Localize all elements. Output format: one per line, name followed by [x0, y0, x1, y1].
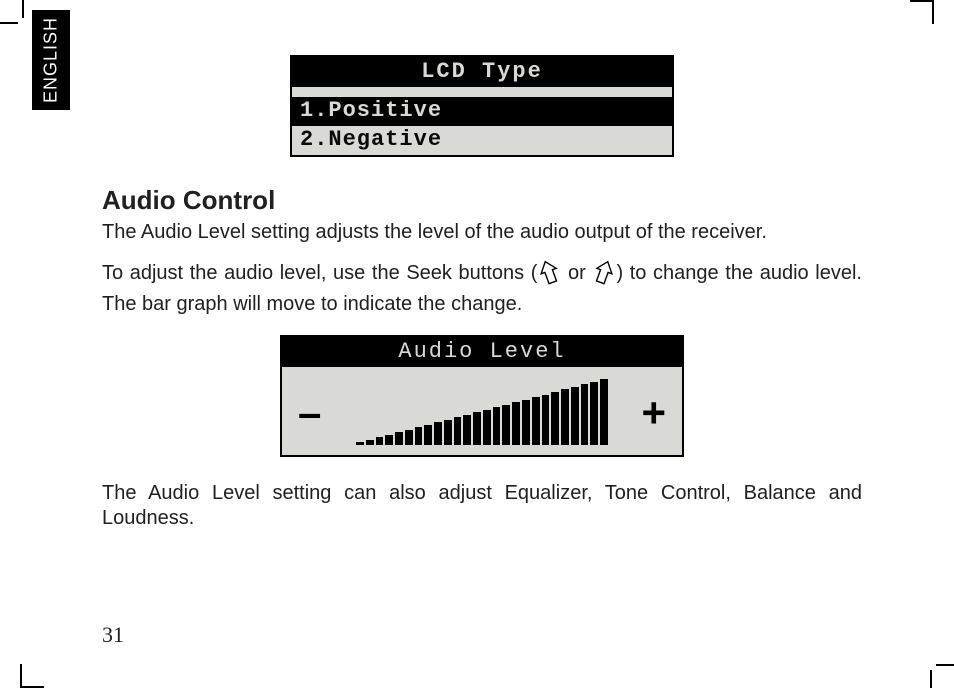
level-bars	[356, 377, 608, 445]
seek-left-icon	[539, 259, 559, 292]
section-heading: Audio Control	[102, 185, 862, 216]
minus-icon: –	[298, 389, 321, 437]
level-bar	[532, 397, 540, 445]
audio-level-screenshot: Audio Level – +	[280, 335, 684, 457]
level-bar	[561, 389, 569, 445]
level-bar	[473, 412, 481, 445]
level-bar	[405, 430, 413, 446]
lcd-type-title: LCD Type	[292, 57, 672, 87]
level-bar	[542, 395, 550, 446]
page-content: LCD Type 1.Positive 2.Negative Audio Con…	[102, 55, 862, 545]
level-bar	[385, 435, 393, 446]
level-bar	[376, 437, 384, 445]
level-bar	[434, 422, 442, 445]
level-bar	[366, 440, 374, 446]
adjust-text-pre: To adjust the audio level, use the Seek …	[102, 262, 537, 284]
plus-icon: +	[641, 389, 666, 437]
lcd-type-row-1: 1.Positive	[292, 97, 672, 126]
level-bar	[551, 392, 559, 445]
intro-paragraph: The Audio Level setting adjusts the leve…	[102, 220, 862, 245]
outro-paragraph: The Audio Level setting can also adjust …	[102, 481, 862, 531]
lcd-type-row-2: 2.Negative	[292, 126, 672, 155]
crop-mark	[936, 664, 954, 666]
crop-mark	[22, 0, 24, 18]
adjust-paragraph: To adjust the audio level, use the Seek …	[102, 259, 862, 317]
level-bar	[493, 407, 501, 445]
level-bar	[512, 402, 520, 445]
adjust-text-mid: or	[561, 262, 592, 284]
level-bar	[600, 379, 608, 445]
level-bar	[454, 417, 462, 445]
level-bar	[356, 442, 364, 445]
crop-mark	[910, 0, 934, 24]
lcd-type-screenshot: LCD Type 1.Positive 2.Negative	[290, 55, 674, 157]
level-bar	[424, 425, 432, 446]
level-bar	[415, 427, 423, 445]
level-bar	[502, 405, 510, 446]
audio-level-body: – +	[282, 367, 682, 455]
seek-right-icon	[594, 259, 614, 292]
crop-mark	[20, 664, 44, 688]
level-bar	[522, 400, 530, 446]
level-bar	[571, 387, 579, 445]
level-bar	[444, 420, 452, 446]
language-tab: ENGLISH	[32, 10, 70, 110]
lcd-gap	[292, 87, 672, 97]
level-bar	[590, 382, 598, 445]
level-bar	[395, 432, 403, 445]
level-bar	[581, 384, 589, 445]
crop-mark	[930, 670, 932, 688]
level-bar	[483, 410, 491, 446]
page-number: 31	[102, 622, 124, 648]
crop-mark	[0, 22, 18, 24]
level-bar	[463, 415, 471, 446]
audio-level-title: Audio Level	[282, 337, 682, 367]
